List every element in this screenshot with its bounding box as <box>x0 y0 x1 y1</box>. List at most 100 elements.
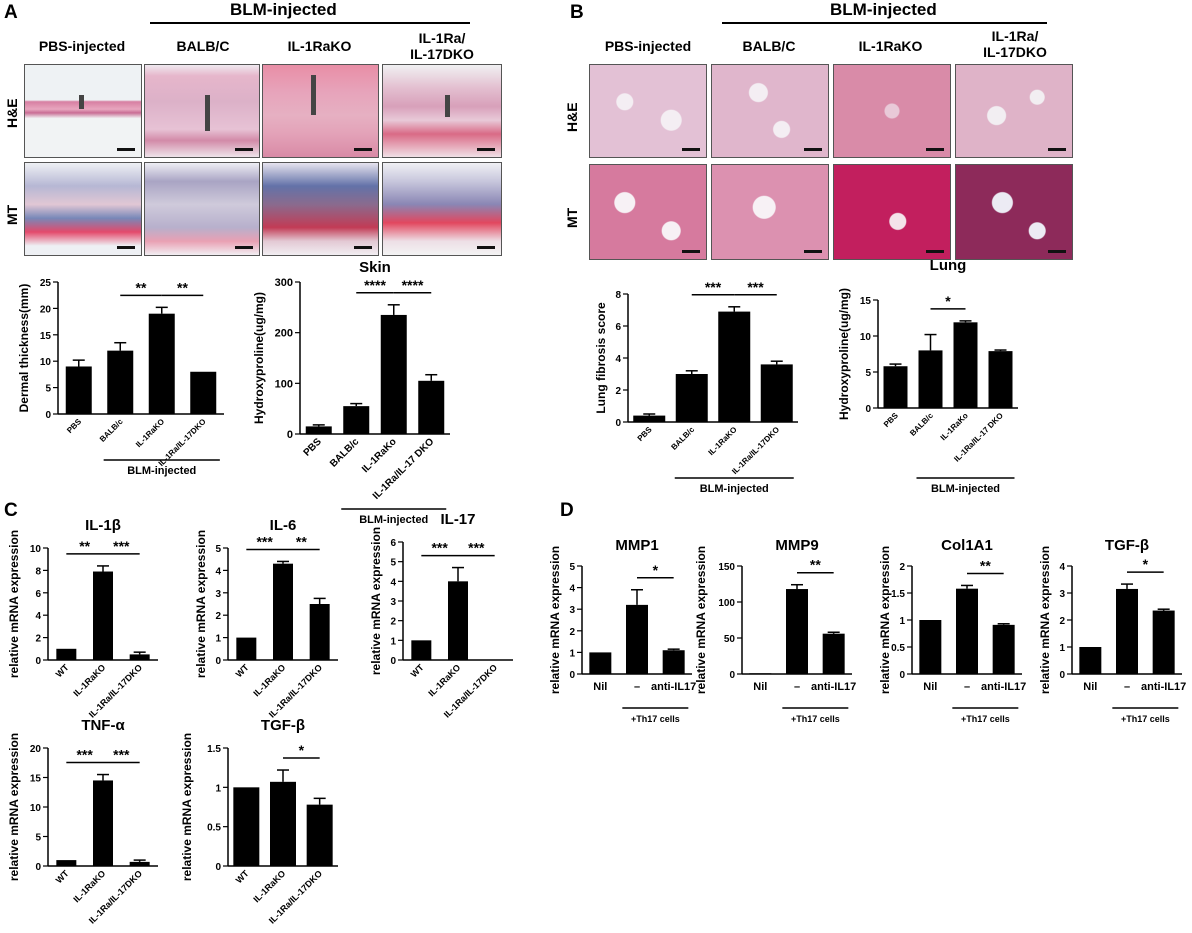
y-tick-label: 100 <box>275 378 293 390</box>
y-tick-label: 10 <box>30 803 42 814</box>
x-tick-label: IL-1RaKO <box>707 425 739 457</box>
y-tick-label: 2 <box>35 634 41 645</box>
significance-label: * <box>945 293 951 309</box>
y-tick-label: 3 <box>215 589 221 600</box>
bar <box>662 650 685 674</box>
y-axis-label: relative mRNA expression <box>194 530 208 678</box>
y-tick-label: 100 <box>718 598 735 609</box>
x-tick-label: PBS <box>302 436 325 459</box>
significance-label: ** <box>136 279 147 295</box>
y-axis-label: relative mRNA expression <box>7 733 21 881</box>
y-tick-label: 15 <box>40 331 52 342</box>
bar <box>633 415 666 422</box>
x-tick-label: PBS <box>636 425 654 443</box>
y-tick-label: 3 <box>390 597 396 608</box>
bar <box>270 781 296 866</box>
y-tick-label: 2 <box>899 562 905 573</box>
y-tick-label: 6 <box>35 589 41 600</box>
x-tick-label: PBS <box>65 417 83 435</box>
bar <box>93 571 113 660</box>
group-label: +Th17 cells <box>791 714 840 724</box>
x-tick-label: IL-1RaKO <box>71 868 107 904</box>
bar <box>65 366 92 414</box>
panel-a-col-header-dko: IL-1Ra/ IL-17DKO <box>410 30 474 62</box>
panel-b-group-header: BLM-injected <box>830 0 937 19</box>
y-axis-label: Dermal thickness(mm) <box>17 284 31 413</box>
x-tick-label: BALB/c <box>98 417 125 444</box>
x-tick-label: anti-IL17 <box>1141 681 1186 693</box>
y-tick-label: 0 <box>45 410 51 421</box>
skin-mt-dko-image <box>382 162 502 256</box>
y-tick-label: 6 <box>390 538 396 549</box>
y-tick-label: 0 <box>865 404 871 415</box>
significance-label: *** <box>747 279 764 295</box>
bar <box>760 364 793 422</box>
significance-label: * <box>1143 556 1149 572</box>
y-tick-label: 2 <box>215 611 221 622</box>
y-tick-label: 10 <box>860 332 872 343</box>
bar <box>107 350 134 414</box>
bar <box>343 406 370 434</box>
bar <box>148 313 175 414</box>
bar <box>190 371 217 414</box>
x-tick-label: WT <box>234 662 251 679</box>
y-tick-label: 0 <box>615 418 621 429</box>
group-label: +Th17 cells <box>631 714 680 724</box>
x-tick-label: – <box>794 681 800 693</box>
y-tick-label: 5 <box>215 544 221 555</box>
panel-b-row-label-mt: MT <box>564 207 580 228</box>
chart-title: IL-17 <box>440 511 475 528</box>
y-tick-label: 0.5 <box>207 823 221 834</box>
bar <box>786 589 808 674</box>
chart-title: IL-1β <box>85 517 121 534</box>
group-label: BLM-injected <box>931 483 1000 495</box>
y-tick-label: 2 <box>569 627 575 638</box>
y-tick-label: 8 <box>35 566 41 577</box>
x-tick-label: anti-IL17 <box>651 681 696 693</box>
bar <box>883 366 908 408</box>
significance-label: ** <box>296 533 307 549</box>
x-tick-label: IL-1RaKO <box>426 662 462 698</box>
x-tick-label: IL-1RaKO <box>251 868 287 904</box>
y-axis-label: relative mRNA expression <box>878 546 892 694</box>
y-tick-label: 1 <box>569 648 575 659</box>
bar <box>309 604 330 660</box>
bar <box>129 861 150 866</box>
y-tick-label: 50 <box>724 634 736 645</box>
y-tick-label: 4 <box>1059 562 1065 573</box>
x-tick-label: Nil <box>593 681 607 693</box>
x-tick-label: IL-1RaKo <box>360 436 399 475</box>
x-tick-label: IL-1Ra/IL-17DKO <box>730 425 781 476</box>
bar <box>1116 588 1138 674</box>
x-tick-label: IL-1RaKO <box>134 417 166 449</box>
bar <box>822 633 845 674</box>
lung-he-pbs-image <box>589 64 707 158</box>
bar <box>380 314 407 434</box>
y-tick-label: 3 <box>569 605 575 616</box>
y-axis-label: relative mRNA expression <box>694 546 708 694</box>
bar <box>411 640 432 660</box>
bar <box>448 581 468 660</box>
y-tick-label: 0 <box>390 656 396 667</box>
group-label: +Th17 cells <box>1121 714 1170 724</box>
x-tick-label: IL-1RaKO <box>251 662 287 698</box>
y-tick-label: 20 <box>30 744 42 755</box>
y-tick-label: 10 <box>40 357 52 368</box>
y-axis-label: relative mRNA expression <box>7 530 21 678</box>
chart-title: MMP9 <box>775 537 818 554</box>
x-tick-label: – <box>964 681 970 693</box>
panel-letter-a: A <box>4 2 18 23</box>
y-axis-label: Hydroxyproline(ug/mg) <box>837 288 851 420</box>
y-tick-label: 6 <box>615 322 621 333</box>
bar <box>749 673 772 674</box>
y-tick-label: 0 <box>35 656 41 667</box>
bar <box>589 652 612 674</box>
x-tick-label: WT <box>54 662 71 679</box>
lung-mt-il1rako-image <box>833 164 951 260</box>
x-tick-label: BALB/c <box>908 411 935 438</box>
bar <box>305 426 332 434</box>
lung-he-dko-image <box>955 64 1073 158</box>
significance-label: *** <box>705 279 722 295</box>
bar <box>992 624 1015 674</box>
y-tick-label: 0 <box>729 670 735 681</box>
